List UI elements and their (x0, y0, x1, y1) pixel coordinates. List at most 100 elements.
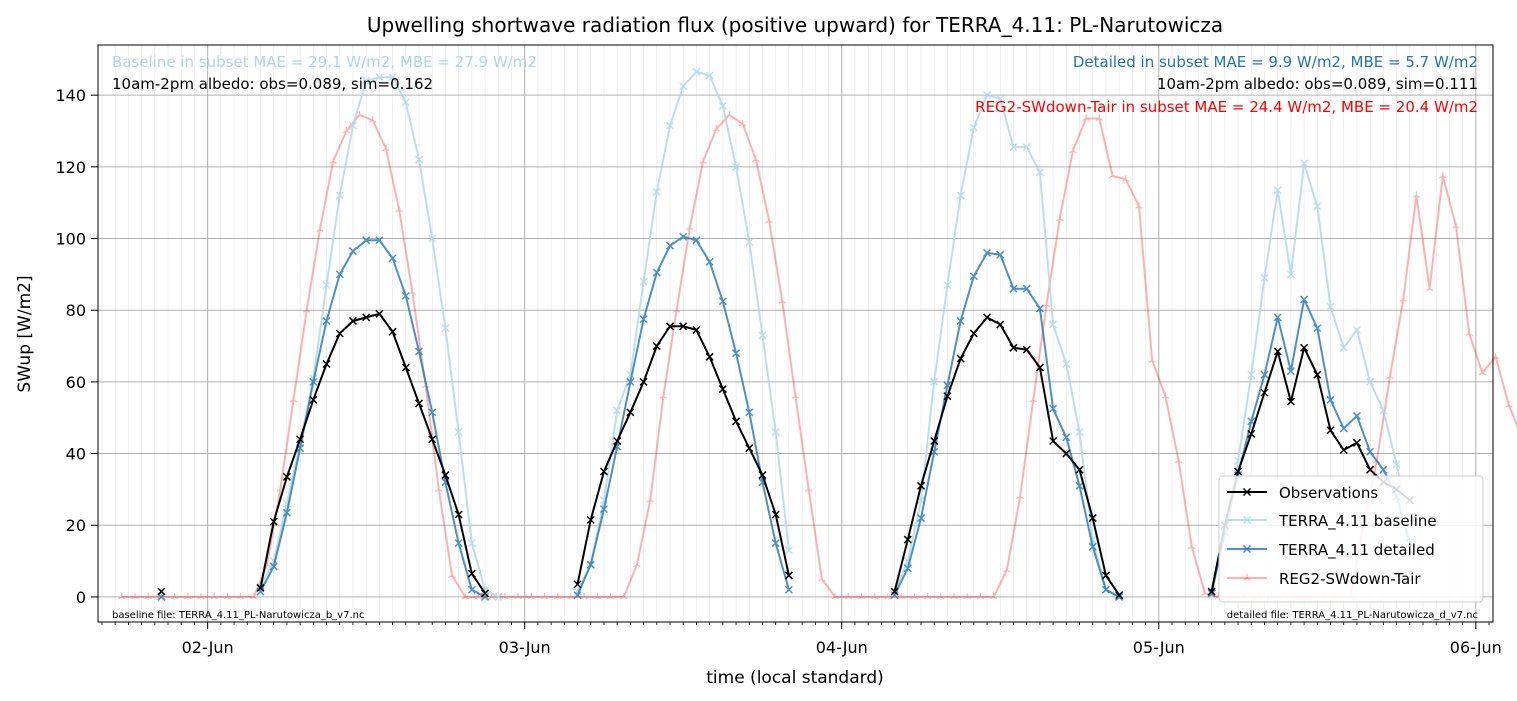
data-point-terra-4-11-detailed (335, 270, 344, 279)
data-point-terra-4-11-detailed (679, 232, 688, 241)
data-point-observations (573, 580, 582, 589)
data-point-terra-4-11-baseline (665, 121, 675, 130)
data-point-reg2-swdown-tair (540, 592, 549, 600)
data-point-reg2-swdown-tair (1095, 114, 1104, 121)
data-point-terra-4-11-detailed (1101, 585, 1110, 594)
data-point-reg2-swdown-tair (117, 592, 126, 600)
legend-marker-glyph (1242, 544, 1252, 554)
baseline-mae-annotation: Baseline in subset MAE = 29.1 W/m2, MBE … (112, 53, 537, 71)
data-point-terra-4-11-detailed (1366, 447, 1375, 456)
data-point-reg2-swdown-tair (857, 592, 866, 600)
data-point-observations (1022, 345, 1031, 354)
data-point-terra-4-11-baseline (1260, 273, 1269, 282)
data-point-observations (1339, 445, 1348, 455)
data-point-observations (784, 571, 793, 580)
data-point-terra-4-11-baseline (454, 428, 463, 437)
data-point-reg2-swdown-tair (963, 592, 972, 600)
data-point-observations (282, 472, 291, 481)
data-point-terra-4-11-detailed (771, 539, 780, 548)
data-point-observations (401, 363, 410, 372)
data-point-terra-4-11-baseline (494, 592, 503, 601)
data-point-reg2-swdown-tair (1161, 392, 1170, 399)
data-point-terra-4-11-baseline (467, 539, 476, 548)
detailed-file-label: detailed file: TERRA_4.11_PL-Narutowicza… (1227, 610, 1478, 621)
data-point-terra-4-11-baseline (1379, 406, 1388, 415)
data-point-terra-4-11-detailed (573, 591, 582, 600)
legend-label-detailed: TERRA_4.11 detailed (1278, 541, 1435, 560)
data-point-reg2-swdown-tair (1425, 284, 1434, 292)
data-point-terra-4-11-baseline (745, 238, 754, 247)
data-point-reg2-swdown-tair (659, 392, 668, 399)
data-point-reg2-swdown-tair (1412, 191, 1421, 199)
data-point-terra-4-11-baseline (758, 331, 767, 340)
data-point-terra-4-11-baseline (1326, 302, 1335, 311)
data-point-observations (1035, 363, 1044, 372)
legend-label-reg2: REG2-SWdown-Tair (1279, 570, 1421, 588)
data-point-terra-4-11-detailed (969, 272, 978, 281)
data-point-terra-4-11-detailed (1260, 370, 1269, 379)
x-axis-label: time (local standard) (706, 668, 884, 688)
data-point-observations (428, 435, 437, 444)
series-line-observations (259, 312, 486, 594)
data-point-terra-4-11-baseline (1035, 168, 1044, 177)
data-point-terra-4-11-detailed (1009, 284, 1018, 293)
data-point-reg2-swdown-tair (1465, 329, 1473, 337)
data-point-terra-4-11-baseline (375, 73, 384, 82)
data-point-terra-4-11-baseline (481, 585, 490, 594)
data-point-observations (916, 481, 926, 490)
data-point-reg2-swdown-tair (1188, 542, 1196, 550)
data-point-terra-4-11-detailed (665, 241, 675, 250)
data-point-terra-4-11-detailed (309, 377, 318, 386)
data-point-terra-4-11-baseline (348, 121, 357, 130)
x-tick-label: 05-Jun (1133, 638, 1185, 657)
data-point-terra-4-11-detailed (916, 514, 926, 523)
data-point-observations (996, 320, 1005, 329)
legend-label-baseline: TERRA_4.11 baseline (1278, 512, 1437, 531)
data-point-terra-4-11-detailed (1379, 465, 1388, 474)
data-point-terra-4-11-baseline (705, 71, 714, 80)
data-point-reg2-swdown-tair (408, 288, 417, 295)
legend-marker-glyph (1242, 515, 1252, 525)
data-point-terra-4-11-detailed (903, 564, 912, 573)
data-point-observations (771, 510, 780, 519)
data-point-reg2-swdown-tair (501, 592, 509, 600)
data-point-observations (157, 587, 166, 596)
data-point-terra-4-11-detailed (401, 291, 410, 300)
data-point-terra-4-11-detailed (956, 316, 965, 325)
data-point-reg2-swdown-tair (236, 592, 245, 600)
data-point-reg2-swdown-tair (184, 592, 192, 600)
data-point-terra-4-11-detailed (1273, 313, 1282, 322)
data-point-terra-4-11-detailed (256, 587, 265, 596)
data-point-reg2-swdown-tair (619, 592, 628, 600)
data-point-observations (956, 354, 965, 363)
data-point-reg2-swdown-tair (765, 216, 773, 224)
data-point-terra-4-11-detailed (1088, 542, 1097, 551)
data-point-observations (441, 471, 450, 480)
data-point-observations (983, 313, 992, 322)
data-point-observations (256, 583, 265, 592)
series-reg2-swdown-tair (117, 110, 1517, 600)
y-tick-label: 20 (66, 516, 86, 535)
data-point-terra-4-11-detailed (599, 505, 608, 514)
data-point-reg2-swdown-tair (1029, 395, 1038, 403)
x-tick-label: 03-Jun (499, 638, 551, 657)
data-point-reg2-swdown-tair (1042, 300, 1051, 308)
data-point-terra-4-11-detailed (428, 408, 437, 417)
data-point-terra-4-11-baseline (732, 162, 741, 171)
data-point-reg2-swdown-tair (461, 592, 470, 600)
data-point-observations (1075, 465, 1084, 474)
data-point-reg2-swdown-tair (884, 592, 892, 600)
data-point-observations (758, 471, 767, 480)
data-point-reg2-swdown-tair (831, 592, 839, 600)
data-point-observations (665, 322, 675, 331)
data-point-terra-4-11-detailed (1035, 304, 1044, 313)
data-point-reg2-swdown-tair (923, 592, 932, 600)
data-point-reg2-swdown-tair (752, 155, 760, 163)
data-point-reg2-swdown-tair (1016, 492, 1024, 500)
legend-marker-baseline (1242, 515, 1252, 525)
data-point-reg2-swdown-tair (580, 592, 588, 600)
data-point-reg2-swdown-tair (131, 592, 139, 600)
data-point-observations (1366, 465, 1375, 474)
data-point-observations (1088, 514, 1097, 523)
